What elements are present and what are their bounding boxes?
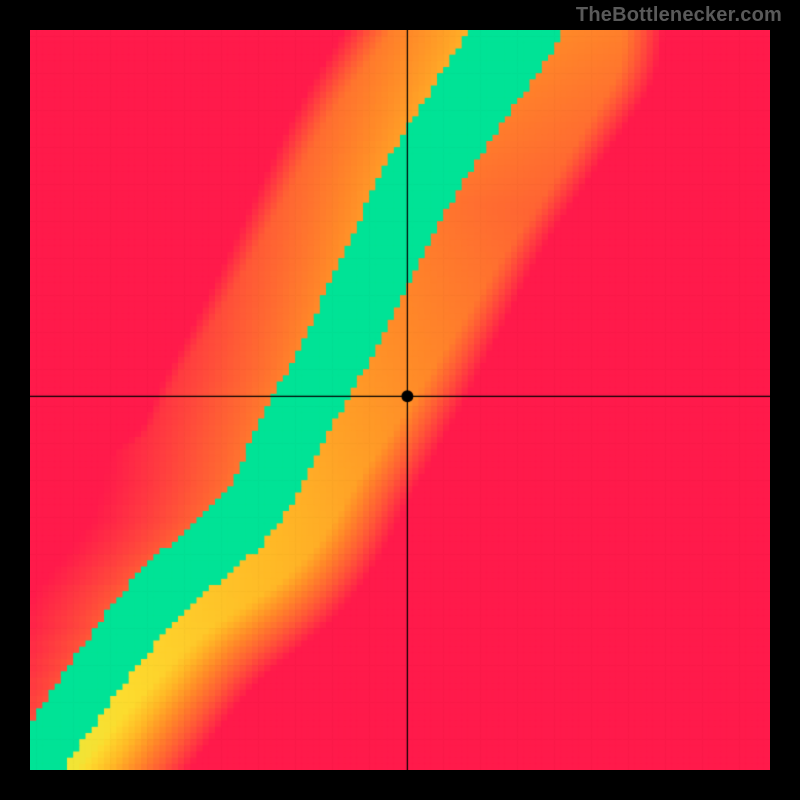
chart-container: TheBottlenecker.com: [0, 0, 800, 800]
watermark-text: TheBottlenecker.com: [576, 4, 782, 27]
bottleneck-heatmap: [30, 30, 770, 770]
